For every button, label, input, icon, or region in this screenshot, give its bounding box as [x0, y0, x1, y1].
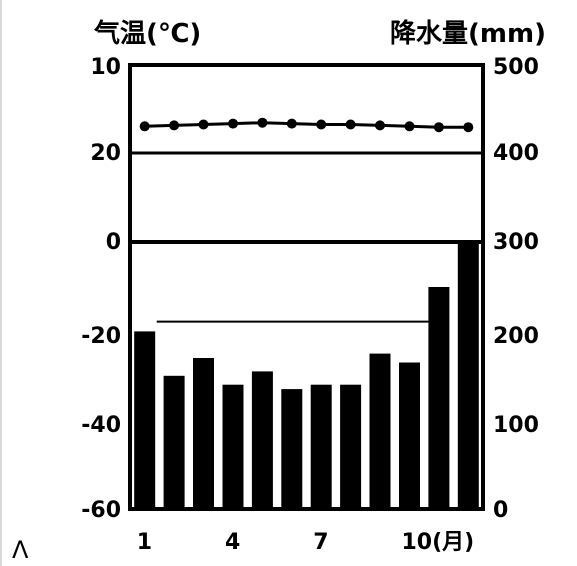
temperature-point-12	[463, 122, 474, 133]
left-tick-label: 0	[106, 230, 121, 255]
temperature-line	[144, 121, 469, 129]
x-tick-label: 4	[225, 530, 240, 555]
right-tick-label: 200	[493, 324, 539, 349]
temperature-point-4	[228, 118, 238, 129]
left-tick-label: -40	[81, 413, 121, 438]
left-axis-title: 气温(℃)	[93, 18, 201, 49]
precip-bar-2	[163, 375, 185, 509]
plot-frame	[128, 63, 485, 511]
right-tick-label: 300	[493, 230, 539, 255]
left-tick-label: 10	[90, 55, 121, 80]
precip-bar-11	[428, 287, 450, 509]
temperature-point-9	[375, 120, 385, 131]
x-tick-label: 1	[137, 530, 152, 555]
right-tick-label: 500	[493, 55, 539, 80]
right-axis-title: 降水量(mm)	[390, 19, 546, 49]
temperature-point-5	[257, 117, 268, 128]
precip-bar-12	[457, 242, 479, 509]
right-tick-label: 0	[493, 498, 508, 523]
left-tick-label: 20	[90, 141, 121, 166]
left-tick-label: -20	[81, 324, 121, 349]
x-tick-label: 10(月)	[402, 530, 475, 555]
precip-bar-10	[399, 362, 420, 509]
left-edge-line	[0, 0, 2, 566]
temperature-point-8	[345, 119, 356, 130]
precip-bar-3	[193, 358, 214, 509]
right-tick-label: 100	[493, 413, 539, 438]
precip-bar-7	[310, 384, 332, 509]
corner-mark: Λ	[12, 536, 29, 564]
temperature-point-1	[139, 121, 150, 132]
x-tick-label: 7	[313, 530, 328, 555]
precip-bar-9	[369, 353, 391, 509]
temperature-point-2	[169, 120, 180, 131]
precip-bar-5	[251, 371, 273, 509]
precip-bar-8	[340, 384, 362, 509]
right-tick-label: 400	[493, 141, 539, 166]
temperature-point-3	[198, 119, 209, 130]
precip-bar-6	[281, 389, 303, 509]
temperature-point-11	[433, 122, 444, 133]
temperature-point-7	[316, 119, 327, 130]
temperature-point-6	[286, 118, 297, 129]
precip-bar-4	[222, 384, 244, 509]
temperature-point-10	[404, 121, 415, 132]
precip-bar-1	[134, 331, 156, 509]
left-tick-label: -60	[81, 498, 121, 523]
